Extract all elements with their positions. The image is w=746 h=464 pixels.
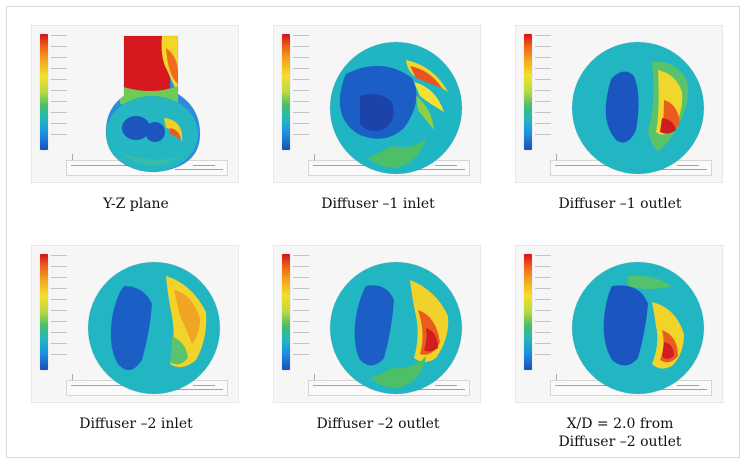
legend-tick-marks xyxy=(51,255,71,369)
panel-diffuser-2-inlet: Diffuser –2 inlet xyxy=(25,245,247,455)
legend-tick-marks xyxy=(293,35,313,149)
contour-plot-diffuser-1-outlet xyxy=(515,25,723,183)
color-legend xyxy=(40,34,48,150)
legend-tick-marks xyxy=(535,255,555,369)
caption-text: Y-Z plane xyxy=(103,196,169,212)
contour-plot-diffuser-2-inlet xyxy=(31,245,239,403)
diffuser-1-inlet-contour xyxy=(329,41,463,175)
figure-frame: Y-Z plane xyxy=(6,6,740,458)
caption-xd-2-from-diffuser-2-outlet: X/D = 2.0 from Diffuser –2 outlet xyxy=(509,415,731,451)
caption-diffuser-2-inlet: Diffuser –2 inlet xyxy=(25,415,247,433)
panel-diffuser-1-outlet: Diffuser –1 outlet xyxy=(509,25,731,235)
caption-line-2: Diffuser –2 outlet xyxy=(558,434,682,450)
panel-diffuser-2-outlet: Diffuser –2 outlet xyxy=(267,245,489,455)
color-legend xyxy=(40,254,48,370)
xd-2-contour xyxy=(571,261,705,395)
panel-xd-2-from-diffuser-2-outlet: X/D = 2.0 from Diffuser –2 outlet xyxy=(509,245,731,455)
contour-grid: Y-Z plane xyxy=(25,25,731,450)
caption-diffuser-1-outlet: Diffuser –1 outlet xyxy=(509,195,731,213)
caption-line-1: X/D = 2.0 from xyxy=(566,416,674,432)
contour-plot-xd-2 xyxy=(515,245,723,403)
caption-diffuser-2-outlet: Diffuser –2 outlet xyxy=(267,415,489,433)
caption-text: Diffuser –2 outlet xyxy=(316,416,440,432)
legend-tick-marks xyxy=(51,35,71,149)
caption-text: Diffuser –1 inlet xyxy=(321,196,435,212)
legend-tick-marks xyxy=(535,35,555,149)
legend-tick-marks xyxy=(293,255,313,369)
caption-text: Diffuser –2 inlet xyxy=(79,416,193,432)
contour-plot-diffuser-2-outlet xyxy=(273,245,481,403)
color-legend xyxy=(524,34,532,150)
diffuser-1-outlet-contour xyxy=(571,41,705,175)
yz-plane-contour xyxy=(105,35,201,173)
diffuser-2-inlet-contour xyxy=(87,261,221,395)
contour-plot-yz-plane xyxy=(31,25,239,183)
caption-diffuser-1-inlet: Diffuser –1 inlet xyxy=(267,195,489,213)
panel-yz-plane: Y-Z plane xyxy=(25,25,247,235)
panel-diffuser-1-inlet: Diffuser –1 inlet xyxy=(267,25,489,235)
diffuser-2-outlet-contour xyxy=(329,261,463,395)
caption-yz-plane: Y-Z plane xyxy=(25,195,247,213)
contour-plot-diffuser-1-inlet xyxy=(273,25,481,183)
caption-text: Diffuser –1 outlet xyxy=(558,196,682,212)
color-legend xyxy=(524,254,532,370)
color-legend xyxy=(282,34,290,150)
color-legend xyxy=(282,254,290,370)
